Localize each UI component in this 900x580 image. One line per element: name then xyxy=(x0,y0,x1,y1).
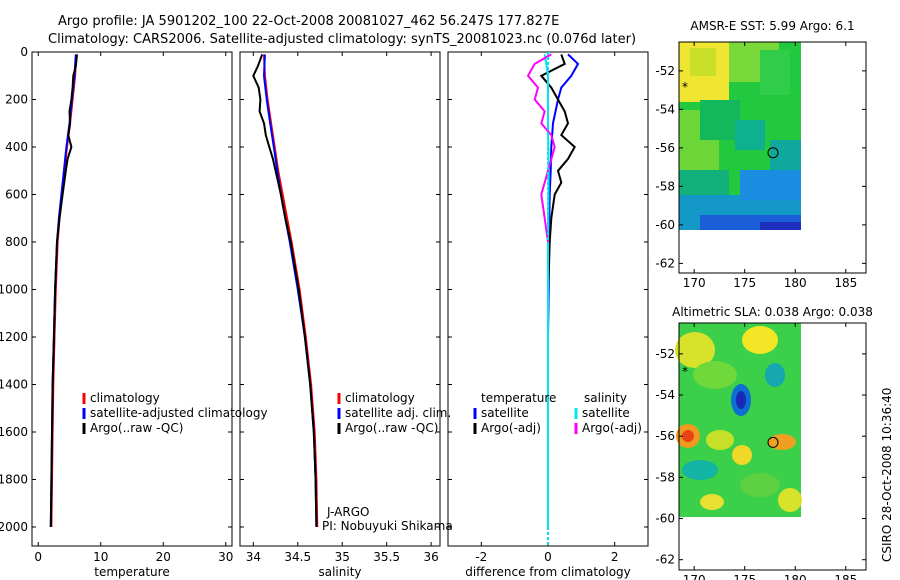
temperature-profile-ytick-label: 1800 xyxy=(0,473,28,487)
difference-legend-right-title: salinity xyxy=(584,391,627,405)
salinity-profile-frame xyxy=(239,51,441,547)
temperature-profile-ytick-label: 400 xyxy=(5,140,28,154)
temperature-profile-xtick-label: 20 xyxy=(156,550,171,564)
difference-profile-series-0 xyxy=(547,53,580,385)
amsre-sst-map-small-marker: * xyxy=(682,80,688,94)
temperature-profile-xlabel: temperature xyxy=(94,565,169,579)
salinity-profile-xtick-label: 36 xyxy=(423,550,438,564)
amsre-sst-map-xtick-label: 185 xyxy=(834,276,857,290)
salinity-annotation-line2: PI: Nobuyuki Shikama xyxy=(322,519,453,533)
amsre-sst-map-ytick-label: -54 xyxy=(655,102,675,116)
amsre-sst-map-xtick-label: 180 xyxy=(784,276,807,290)
difference-profile-series-2 xyxy=(543,54,550,527)
difference-profile-xtick-label: -2 xyxy=(475,550,487,564)
altimetric-sla-map-xtick-label: 185 xyxy=(834,573,857,580)
altimetric-sla-map-ytick-label: -52 xyxy=(655,347,675,361)
amsre-sst-map-ytick-label: -62 xyxy=(655,256,675,270)
altimetric-sla-map-ytick-label: -58 xyxy=(655,470,675,484)
salinity-profile-xtick-label: 34 xyxy=(246,550,261,564)
salinity-profile-xlabel: salinity xyxy=(318,565,361,579)
amsre-sst-map-xtick-label: 170 xyxy=(683,276,706,290)
altimetric-sla-map-float-marker xyxy=(767,436,779,448)
temperature-profile-ytick-label: 600 xyxy=(5,188,28,202)
altimetric-sla-map-ytick-label: -62 xyxy=(655,553,675,567)
temperature-profile-ytick-label: 1000 xyxy=(0,283,28,297)
difference-profile-series-3 xyxy=(526,53,556,243)
altimetric-sla-map-ytick-label: -60 xyxy=(655,512,675,526)
temperature-profile-xtick-label: 30 xyxy=(218,550,233,564)
amsre-sst-map-title: AMSR-E SST: 5.99 Argo: 6.1 xyxy=(690,19,854,33)
amsre-sst-map-ytick-label: -56 xyxy=(655,141,675,155)
temperature-profile-frame xyxy=(31,51,233,547)
temperature-profile-ytick-label: 200 xyxy=(5,93,28,107)
difference-legend-left-label-0: satellite xyxy=(481,406,529,420)
temperature-legend-label-0: climatology xyxy=(90,391,160,405)
difference-profile-xtick-label: 0 xyxy=(544,550,552,564)
temperature-profile-ytick-label: 800 xyxy=(5,235,28,249)
altimetric-sla-map-ytick-label: -56 xyxy=(655,429,675,443)
salinity-annotation-line1: J-ARGO xyxy=(326,505,369,519)
timestamp-label: CSIRO 28-Oct-2008 10:36:40 xyxy=(880,388,894,562)
salinity-legend-label-2: Argo(..raw -QC) xyxy=(345,421,438,435)
difference-profile-xlabel: difference from climatology xyxy=(465,565,631,579)
difference-legend-right-label-1: Argo(-adj) xyxy=(582,421,642,435)
difference-legend-left-label-1: Argo(-adj) xyxy=(481,421,541,435)
temperature-profile-series-2 xyxy=(49,54,78,528)
altimetric-sla-map-xtick-label: 180 xyxy=(784,573,807,580)
salinity-profile-series-2 xyxy=(252,54,318,528)
temperature-legend-label-2: Argo(..raw -QC) xyxy=(90,421,183,435)
altimetric-sla-map-xtick-label: 175 xyxy=(733,573,756,580)
temperature-legend-label-1: satellite-adjusted climatology xyxy=(90,406,268,420)
difference-legend-left-title: temperature xyxy=(481,391,556,405)
amsre-sst-map-xtick-label: 175 xyxy=(733,276,756,290)
amsre-sst-map-ytick-label: -60 xyxy=(655,218,675,232)
altimetric-sla-map-small-marker: * xyxy=(682,364,688,378)
header-line-2: Climatology: CARS2006. Satellite-adjuste… xyxy=(48,32,636,47)
temperature-profile-xtick-label: 10 xyxy=(93,550,108,564)
salinity-legend-label-0: climatology xyxy=(345,391,415,405)
difference-legend-right-label-0: satellite xyxy=(582,406,630,420)
difference-profile-xtick-label: 2 xyxy=(611,550,619,564)
header-line-1: Argo profile: JA 5901202_100 22-Oct-2008… xyxy=(58,14,559,29)
salinity-profile-xtick-label: 35 xyxy=(335,550,350,564)
salinity-profile-series-0 xyxy=(263,54,319,528)
amsre-sst-map-ytick-label: -52 xyxy=(655,64,675,78)
amsre-sst-map-frame xyxy=(678,41,867,274)
difference-profile-series-1 xyxy=(539,54,576,337)
altimetric-sla-map-frame xyxy=(678,322,867,571)
amsre-sst-map-float-marker xyxy=(767,147,779,159)
temperature-profile-xtick-label: 0 xyxy=(34,550,42,564)
temperature-profile-ytick-label: 0 xyxy=(20,45,28,59)
temperature-profile-ytick-label: 1200 xyxy=(0,330,28,344)
temperature-profile-ytick-label: 2000 xyxy=(0,520,28,534)
salinity-profile-xtick-label: 34.5 xyxy=(284,550,311,564)
altimetric-sla-map-xtick-label: 170 xyxy=(683,573,706,580)
altimetric-sla-map-title: Altimetric SLA: 0.038 Argo: 0.038 xyxy=(672,305,873,319)
temperature-profile-ytick-label: 1400 xyxy=(0,378,28,392)
salinity-profile-xtick-label: 35.5 xyxy=(373,550,400,564)
altimetric-sla-map-ytick-label: -54 xyxy=(655,388,675,402)
sst-heatmap-field xyxy=(679,42,801,230)
sla-heatmap-field xyxy=(675,323,802,517)
amsre-sst-map-ytick-label: -58 xyxy=(655,179,675,193)
salinity-legend-label-1: satellite adj. clim. xyxy=(345,406,451,420)
temperature-profile-ytick-label: 1600 xyxy=(0,425,28,439)
